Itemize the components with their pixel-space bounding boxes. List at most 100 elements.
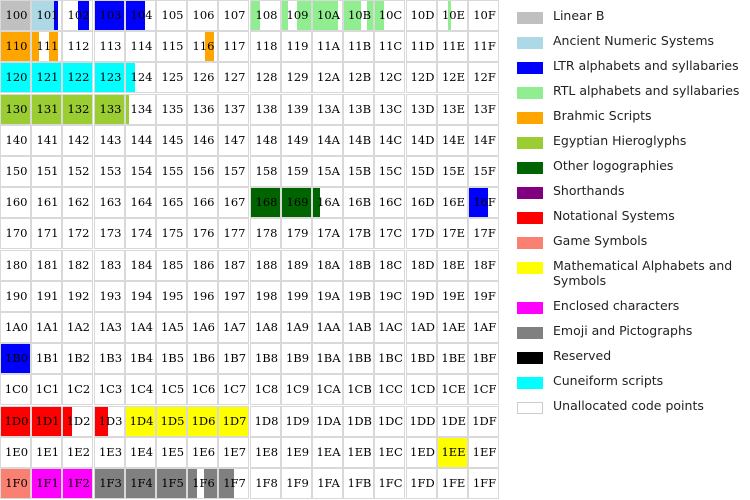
cell-145: 145 (156, 125, 187, 156)
cell-label-100: 100 (5, 8, 28, 22)
legend-label-rtl-alphabets-and-syllabaries: RTL alphabets and syllabaries (553, 83, 740, 98)
cell-1BB: 1BB (343, 343, 374, 374)
cell-19B: 19B (343, 281, 374, 312)
cell-100-segment-0 (1, 1, 30, 30)
cell-105: 105 (156, 0, 187, 31)
cell-label-16C: 16C (378, 195, 403, 209)
cell-19E: 19E (437, 281, 468, 312)
cell-182: 182 (62, 250, 93, 281)
cell-1F6-segment-1 (203, 469, 217, 498)
cell-label-1AF: 1AF (472, 320, 497, 334)
cell-label-1F7: 1F7 (223, 476, 246, 490)
cell-label-15F: 15F (473, 164, 496, 178)
cell-1D8: 1D8 (250, 406, 281, 437)
cell-label-132: 132 (67, 102, 90, 116)
cell-label-1F5: 1F5 (161, 476, 184, 490)
cell-108: 108 (250, 0, 281, 31)
legend-label-unallocated-code-points: Unallocated code points (553, 398, 704, 413)
cell-177: 177 (218, 218, 249, 249)
cell-label-1D6: 1D6 (191, 414, 216, 428)
cell-1A9: 1A9 (281, 312, 312, 343)
cell-label-11A: 11A (317, 39, 340, 53)
cell-label-12F: 12F (473, 70, 496, 84)
cell-label-18E: 18E (441, 258, 466, 272)
cell-12E: 12E (437, 62, 468, 93)
cell-label-173: 173 (99, 226, 122, 240)
cell-label-168: 168 (255, 195, 278, 209)
cell-label-109: 109 (286, 8, 309, 22)
cell-label-1C1: 1C1 (35, 382, 60, 396)
cell-1D3: 1D3 (94, 406, 125, 437)
cell-label-1C3: 1C3 (98, 382, 123, 396)
cell-label-188: 188 (255, 258, 278, 272)
cell-label-1EE: 1EE (441, 445, 466, 459)
cell-label-130: 130 (5, 102, 28, 116)
cell-label-15A: 15A (317, 164, 340, 178)
cell-label-186: 186 (192, 258, 215, 272)
cell-1AB: 1AB (343, 312, 374, 343)
cell-1D4-segment-0 (126, 407, 155, 436)
legend-label-ancient-numeric-systems: Ancient Numeric Systems (553, 33, 715, 48)
cell-1D0-segment-0 (1, 407, 30, 436)
legend-swatch-mathematical-alphabets-and-symbols (517, 262, 543, 274)
cell-10D: 10D (406, 0, 437, 31)
cell-168-segment-0 (251, 188, 280, 217)
cell-1DC: 1DC (374, 406, 405, 437)
cell-12F: 12F (468, 62, 499, 93)
cell-1C4: 1C4 (125, 374, 156, 405)
cell-label-1B1: 1B1 (35, 351, 60, 365)
cell-1BE: 1BE (437, 343, 468, 374)
cell-134-segment-0 (126, 95, 129, 124)
cell-1F4-segment-0 (126, 469, 155, 498)
cell-label-1DD: 1DD (409, 414, 436, 428)
cell-label-1FD: 1FD (410, 476, 435, 490)
cell-1AF: 1AF (468, 312, 499, 343)
cell-170: 170 (0, 218, 31, 249)
cell-19A: 19A (312, 281, 343, 312)
cell-19D: 19D (406, 281, 437, 312)
cell-label-19A: 19A (317, 289, 340, 303)
cell-158: 158 (250, 156, 281, 187)
cell-1D2: 1D2 (62, 406, 93, 437)
cell-label-1DC: 1DC (377, 414, 404, 428)
cell-13E: 13E (437, 94, 468, 125)
cell-label-181: 181 (36, 258, 59, 272)
cell-1F9: 1F9 (281, 468, 312, 499)
cell-label-182: 182 (67, 258, 90, 272)
cell-label-167: 167 (223, 195, 246, 209)
legend-label-enclosed-characters: Enclosed characters (553, 298, 680, 313)
cell-label-14F: 14F (473, 133, 496, 147)
cell-label-18F: 18F (473, 258, 496, 272)
cell-label-142: 142 (67, 133, 90, 147)
cell-178: 178 (250, 218, 281, 249)
cell-181: 181 (31, 250, 62, 281)
cell-1E7: 1E7 (218, 437, 249, 468)
cell-label-172: 172 (67, 226, 90, 240)
cell-1B5: 1B5 (156, 343, 187, 374)
cell-116-segment-0 (205, 32, 215, 61)
cell-188: 188 (250, 250, 281, 281)
cell-1F2-segment-0 (63, 469, 92, 498)
cell-104-segment-0 (126, 1, 145, 30)
cell-label-13C: 13C (378, 102, 403, 116)
cell-1B8: 1B8 (250, 343, 281, 374)
cell-1E2: 1E2 (62, 437, 93, 468)
cell-1C1: 1C1 (31, 374, 62, 405)
cell-16F-segment-0 (469, 188, 488, 217)
cell-label-113: 113 (99, 39, 122, 53)
cell-193: 193 (94, 281, 125, 312)
cell-label-12E: 12E (441, 70, 466, 84)
cell-122: 122 (62, 62, 93, 93)
cell-label-176: 176 (192, 226, 215, 240)
cell-label-152: 152 (67, 164, 90, 178)
cell-label-13B: 13B (347, 102, 372, 116)
legend-swatch-egyptian-hieroglyphs (517, 137, 543, 149)
cell-1D4: 1D4 (125, 406, 156, 437)
cell-192: 192 (62, 281, 93, 312)
cell-label-179: 179 (286, 226, 309, 240)
cell-1B2: 1B2 (62, 343, 93, 374)
cell-label-1EB: 1EB (347, 445, 372, 459)
cell-label-1AC: 1AC (378, 320, 403, 334)
cell-16D: 16D (406, 187, 437, 218)
cell-label-1CF: 1CF (472, 382, 497, 396)
